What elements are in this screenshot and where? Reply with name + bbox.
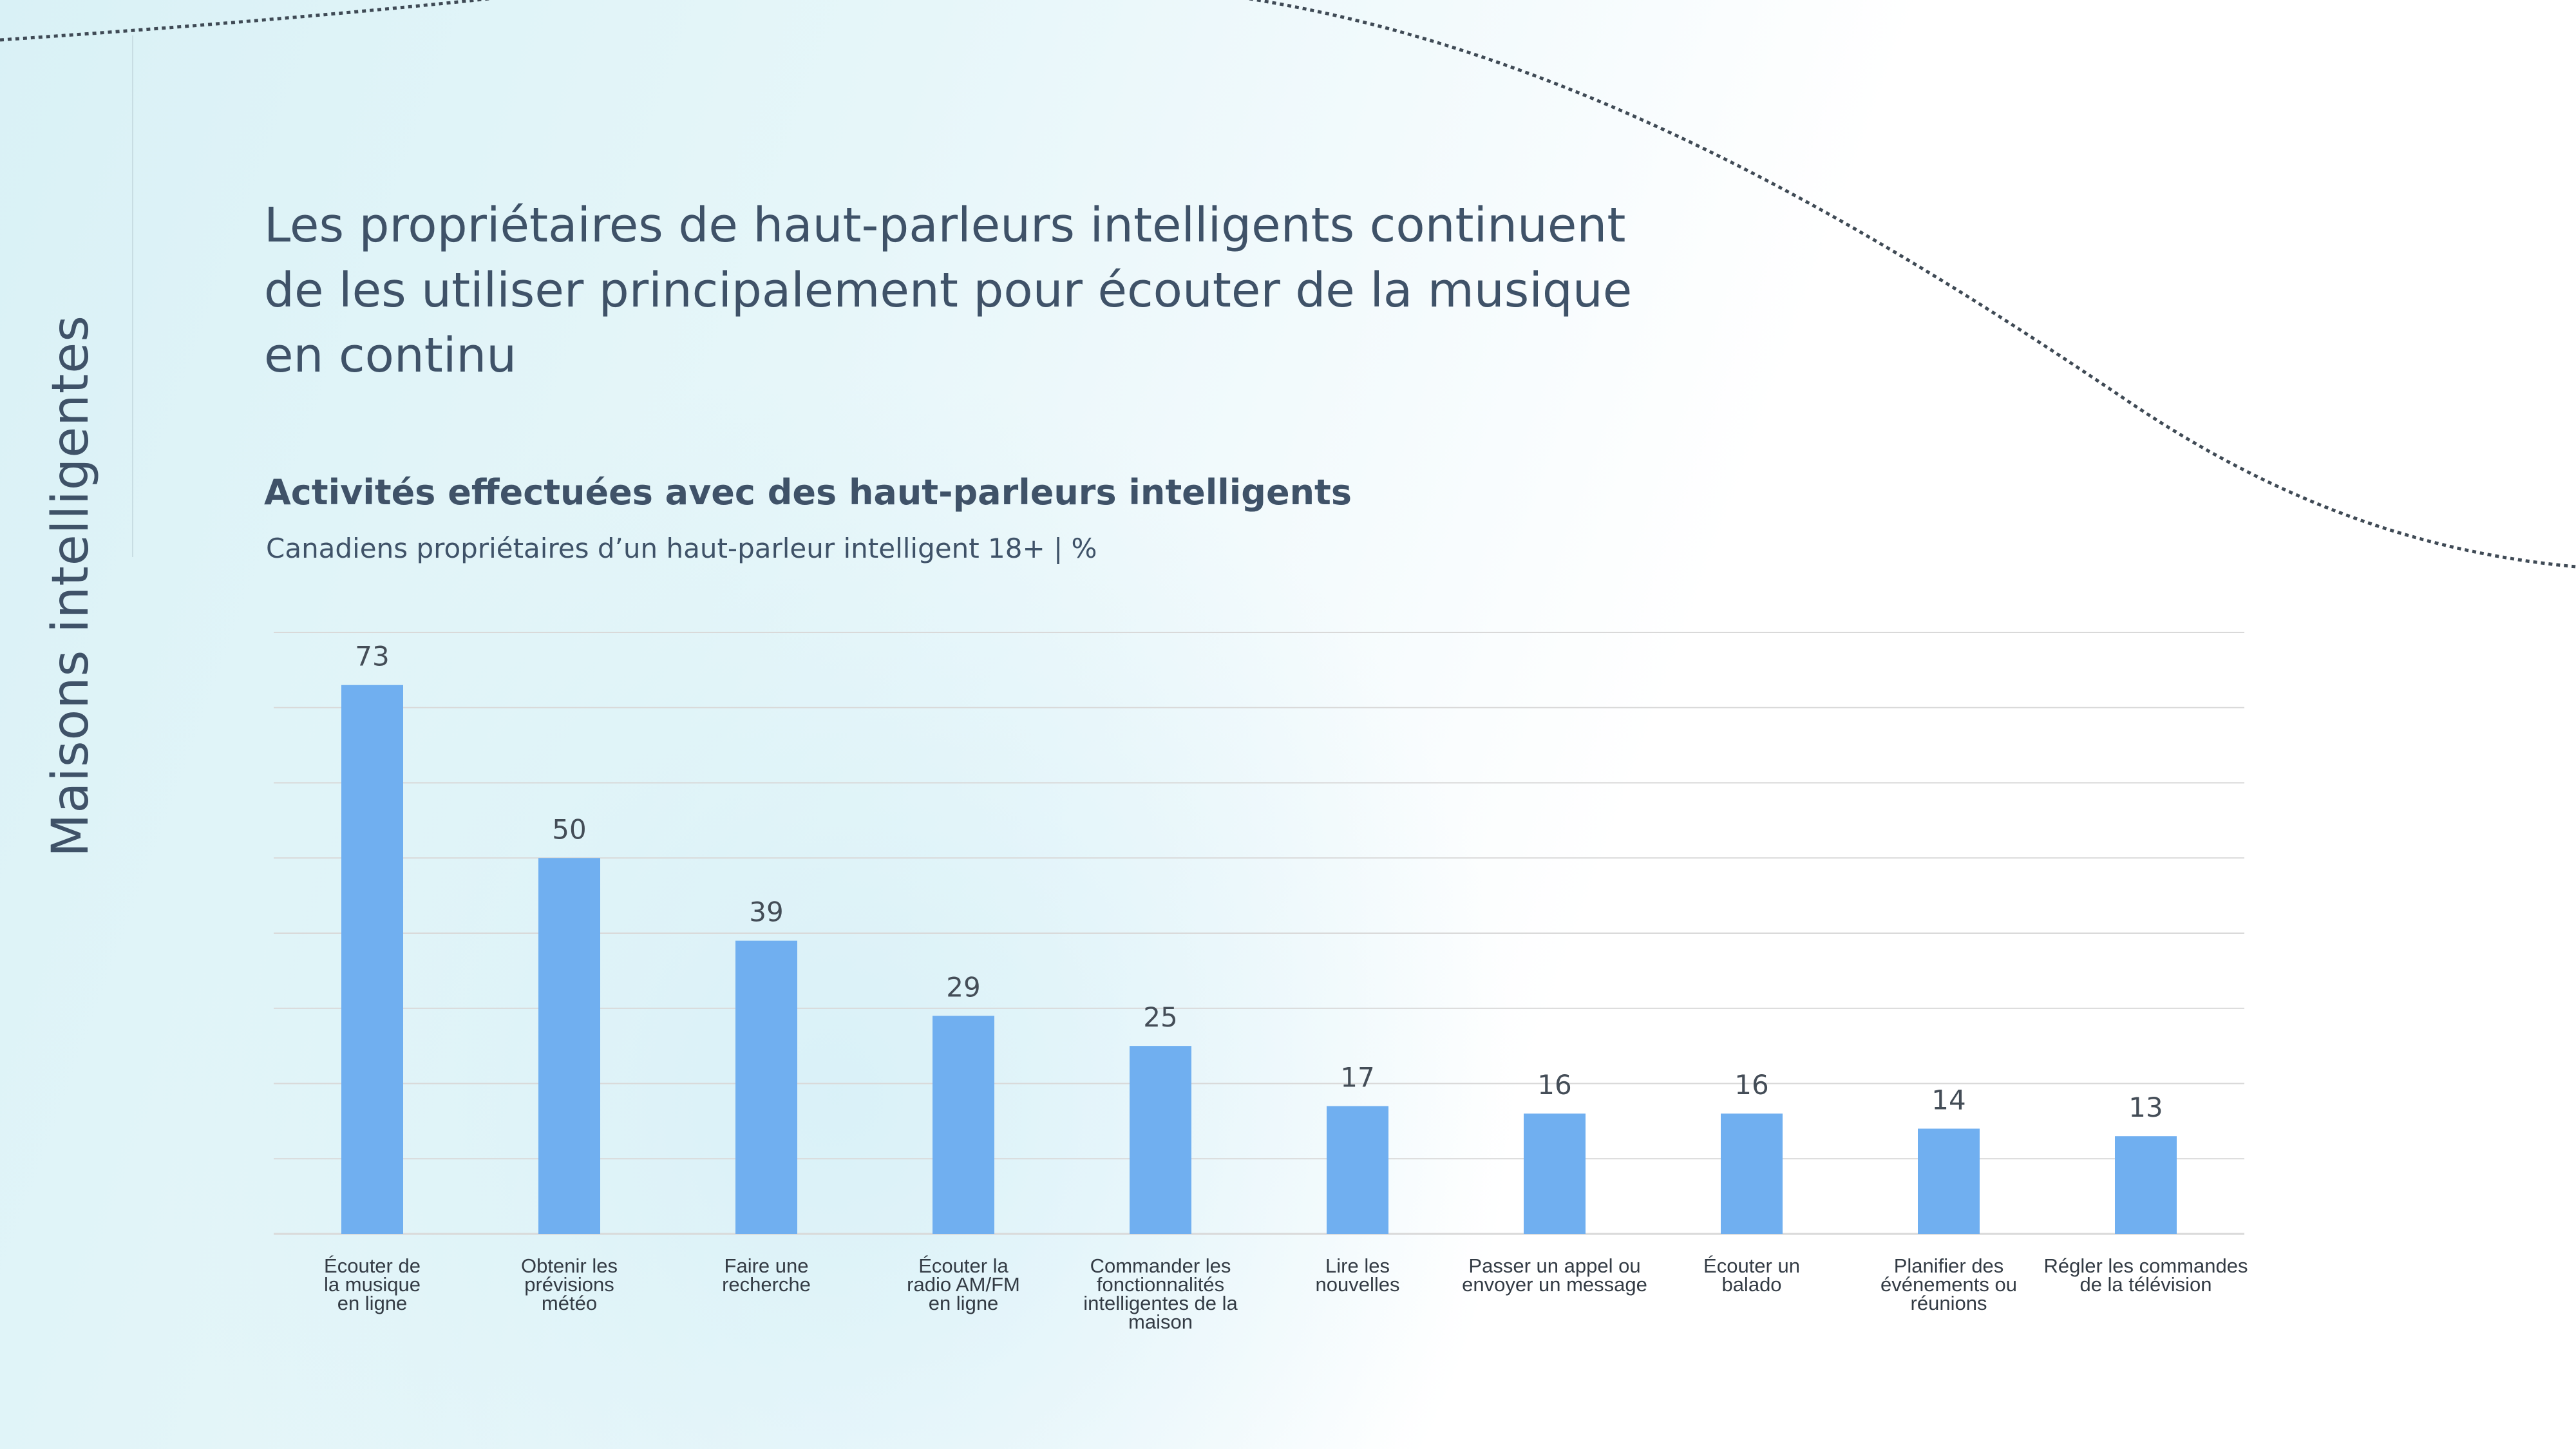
category-label-line: météo bbox=[542, 1292, 597, 1314]
category-label-line: radio AM/FM bbox=[907, 1273, 1020, 1296]
bar bbox=[1130, 1046, 1191, 1234]
category-label-line: Commander les bbox=[1090, 1255, 1231, 1277]
category-label-line: Régler les commandes bbox=[2043, 1255, 2248, 1277]
category-label-line: Lire les bbox=[1325, 1255, 1390, 1277]
category-label: Passer un appel ou envoyer un message bbox=[1462, 1255, 1647, 1296]
bar bbox=[1524, 1113, 1586, 1234]
category-label-line: Obtenir les bbox=[521, 1255, 618, 1277]
category-label-line: recherche bbox=[722, 1273, 811, 1296]
bar bbox=[1721, 1113, 1783, 1234]
data-label: 16 bbox=[1734, 1069, 1768, 1101]
category-label-line: Écouter un bbox=[1703, 1255, 1800, 1277]
category-label-line: prévisions bbox=[524, 1273, 614, 1296]
category-label-line: Écouter de bbox=[324, 1255, 421, 1277]
data-label: 14 bbox=[1931, 1084, 1965, 1116]
category-label-line: maison bbox=[1128, 1311, 1193, 1333]
data-label: 17 bbox=[1340, 1062, 1374, 1094]
category-label: Commander les fonctionnalités intelligente… bbox=[1083, 1255, 1238, 1333]
category-label: Planifier des événements ou réunions bbox=[1880, 1255, 2017, 1314]
category-label: Écouter la radio AM/FM en ligne bbox=[907, 1255, 1020, 1314]
category-label-line: la musique bbox=[324, 1273, 421, 1296]
data-label: 73 bbox=[355, 641, 389, 672]
category-label-line: Écouter la bbox=[918, 1255, 1009, 1277]
chart-subtitle: Canadiens propriétaires d’un haut-parleu… bbox=[266, 533, 1097, 564]
category-label: Obtenir les prévisions météo bbox=[521, 1255, 618, 1314]
category-label-line: balado bbox=[1721, 1273, 1781, 1296]
data-label: 50 bbox=[552, 813, 586, 845]
bar bbox=[1918, 1128, 1980, 1234]
category-label-line: envoyer un message bbox=[1462, 1273, 1647, 1296]
category-label: Faire une recherche bbox=[722, 1255, 811, 1296]
category-label: Écouter un balado bbox=[1703, 1255, 1800, 1296]
category-label-line: en ligne bbox=[337, 1292, 408, 1314]
data-label: 25 bbox=[1143, 1001, 1177, 1033]
bar bbox=[2115, 1136, 2177, 1234]
bar bbox=[538, 858, 600, 1234]
bar bbox=[933, 1016, 994, 1234]
category-label-line: Faire une bbox=[724, 1255, 809, 1277]
category-label-line: fonctionnalités bbox=[1097, 1273, 1224, 1296]
data-label: 16 bbox=[1537, 1069, 1571, 1101]
category-label-line: de la télévision bbox=[2079, 1273, 2211, 1296]
category-label-line: réunions bbox=[1911, 1292, 1987, 1314]
category-label-line: nouvelles bbox=[1316, 1273, 1400, 1296]
category-label-line: intelligentes de la bbox=[1083, 1292, 1238, 1314]
category-label: Lire les nouvelles bbox=[1316, 1255, 1400, 1296]
bar bbox=[1327, 1106, 1388, 1234]
category-label-line: Planifier des bbox=[1894, 1255, 2004, 1277]
category-label-line: en ligne bbox=[929, 1292, 999, 1314]
category-label: Régler les commandes de la télévision bbox=[2043, 1255, 2248, 1296]
side-divider bbox=[132, 35, 133, 557]
category-label: Écouter de la musique en ligne bbox=[324, 1255, 421, 1314]
bar bbox=[341, 685, 403, 1234]
category-label-line: Passer un appel ou bbox=[1468, 1255, 1640, 1277]
bar bbox=[735, 940, 797, 1234]
data-label: 39 bbox=[749, 896, 783, 928]
data-label: 13 bbox=[2128, 1092, 2163, 1123]
data-label: 29 bbox=[946, 971, 980, 1003]
chart-title: Activités effectuées avec des haut-parle… bbox=[264, 472, 1352, 513]
category-label-line: événements ou bbox=[1880, 1273, 2017, 1296]
slide-headline: Les propriétaires de haut-parleurs intel… bbox=[264, 198, 1633, 383]
